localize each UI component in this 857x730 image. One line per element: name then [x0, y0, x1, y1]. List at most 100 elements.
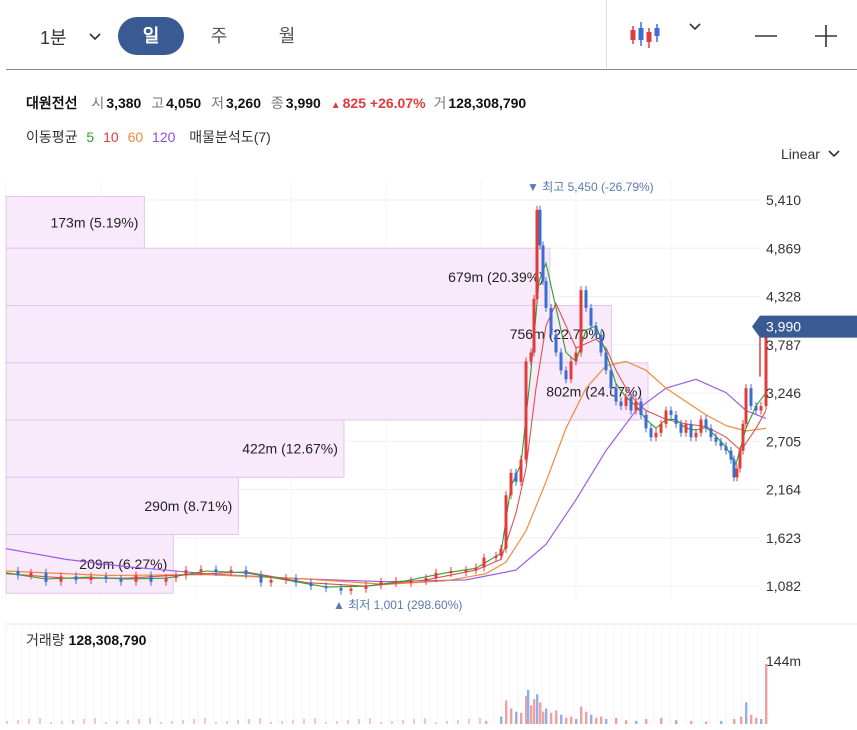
candle-body	[619, 401, 623, 407]
candle-body	[259, 574, 263, 583]
candle-body	[599, 334, 603, 353]
stock-name: 대원전선	[26, 95, 78, 111]
moving-average-legend[interactable]: 이동평균 5 10 60 120 매물분석도(7)	[26, 127, 276, 147]
candle-body	[44, 572, 48, 582]
volume-bar	[39, 718, 41, 724]
volume-bar	[760, 719, 763, 724]
change-pct: +26.07%	[369, 95, 426, 111]
candle-body	[724, 446, 728, 451]
scale-select[interactable]: Linear	[781, 146, 840, 162]
volume-bar	[292, 720, 294, 724]
volume-bar	[391, 721, 393, 724]
volume-bar	[61, 721, 63, 724]
candle-body	[749, 388, 753, 407]
candle-body	[634, 401, 638, 411]
volume-bar	[590, 714, 593, 724]
close-value: 3,990	[285, 95, 321, 111]
volume-bar	[336, 721, 338, 724]
volume-bar	[605, 719, 608, 724]
volume-bar	[765, 663, 768, 724]
volume-profile-label: 290m (8.71%)	[144, 498, 232, 514]
candle-body	[659, 423, 663, 433]
volume-bar	[733, 719, 736, 724]
tab-week[interactable]: 주	[210, 26, 228, 46]
volume-bar	[560, 714, 563, 724]
candle-body	[714, 437, 718, 442]
volume-bar	[740, 716, 743, 724]
zoom-out-icon[interactable]	[754, 24, 778, 48]
volume-bar	[72, 720, 74, 724]
volume-bar	[424, 718, 426, 724]
volume-bar	[50, 722, 52, 724]
candle-body	[574, 352, 578, 362]
candle-body	[532, 298, 536, 353]
candle-body	[174, 575, 178, 579]
volume-profile-label: 매물분석도(7)	[189, 129, 271, 145]
volume-bar	[369, 718, 371, 724]
candle-body	[59, 576, 63, 582]
volume-bar	[479, 718, 481, 724]
candle-body	[339, 587, 343, 591]
volume-profile-label: 802m (24.07%)	[546, 383, 642, 399]
volume-bar	[17, 720, 19, 724]
low-label: 저	[211, 95, 224, 111]
y-tick-label: 2,705	[766, 433, 801, 449]
toolbar-separator	[6, 69, 857, 70]
volume-bar	[500, 716, 503, 724]
candle-body	[764, 326, 768, 407]
timeframe-label: 1분	[40, 28, 67, 48]
candle-body	[732, 459, 736, 478]
candle-body	[684, 423, 688, 433]
candlestick-chart-icon[interactable]	[629, 20, 663, 50]
tab-day[interactable]: 일	[118, 17, 184, 55]
candle-body	[74, 576, 78, 580]
volume-bar	[533, 699, 536, 724]
tab-month[interactable]: 월	[278, 26, 296, 46]
close-label: 종	[270, 95, 284, 111]
volume-bar	[520, 712, 523, 724]
volume-bar	[515, 711, 518, 724]
chevron-down-icon	[828, 150, 840, 158]
y-tick-label: 5,410	[766, 192, 801, 208]
volume-bar	[435, 722, 437, 724]
candle-body	[538, 209, 542, 246]
volume-bar	[580, 706, 583, 724]
candle-body	[699, 419, 703, 433]
volume-bar	[160, 722, 162, 724]
y-tick-label: 4,328	[766, 289, 801, 305]
y-tick-label: 1,082	[766, 578, 801, 594]
volume-bar	[446, 721, 448, 724]
volume-bar	[600, 716, 603, 724]
volume-bar	[615, 717, 618, 724]
candle-body	[364, 585, 368, 589]
chart-type-dropdown-icon[interactable]	[688, 22, 702, 32]
timeframe-select[interactable]: 1분	[40, 24, 101, 50]
candle-body	[564, 370, 568, 380]
low-value: 3,260	[225, 95, 262, 111]
volume-profile-label: 173m (5.19%)	[50, 214, 138, 230]
volume-bar	[750, 714, 753, 724]
volume-bar	[6, 721, 8, 724]
volume-bar	[675, 720, 678, 724]
volume-bar	[595, 717, 598, 724]
up-triangle-icon: ▲	[330, 100, 341, 111]
open-label: 시	[91, 95, 105, 111]
volume-profile-label: 679m (20.39%)	[448, 269, 544, 285]
candle-body	[654, 432, 658, 438]
volume-bar	[755, 717, 758, 724]
volume-bar	[745, 702, 748, 724]
candle-body	[434, 572, 438, 579]
candle-body	[735, 468, 739, 478]
volume-bar	[570, 716, 573, 724]
candle-body	[244, 570, 248, 575]
volume-bar	[237, 720, 239, 724]
candle-body	[554, 334, 558, 353]
candle-body	[644, 414, 648, 429]
volume-value: 128,308,790	[69, 632, 147, 648]
candle-body	[134, 575, 138, 582]
volume-bar	[550, 712, 553, 724]
ma60-label: 60	[127, 129, 144, 145]
volume-bar	[720, 720, 723, 724]
zoom-in-icon[interactable]	[814, 24, 838, 48]
